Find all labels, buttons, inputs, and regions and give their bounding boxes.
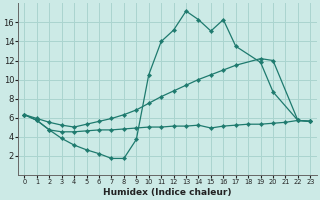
X-axis label: Humidex (Indice chaleur): Humidex (Indice chaleur)	[103, 188, 232, 197]
